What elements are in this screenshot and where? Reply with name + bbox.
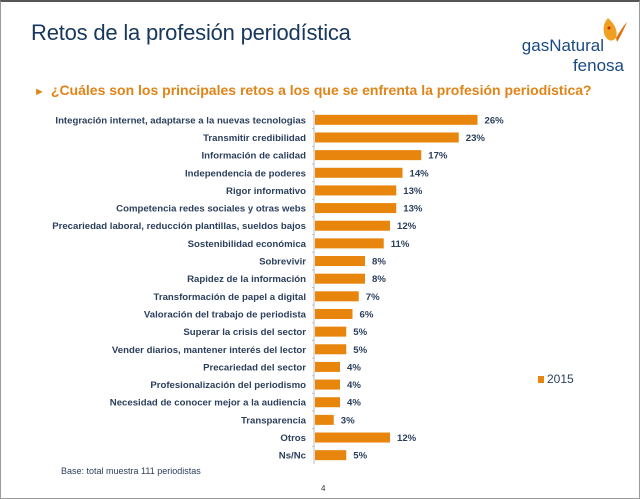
logo-line1: gasNatural xyxy=(521,36,604,55)
category-label: Transmitir credibilidad xyxy=(203,133,306,144)
legend-swatch xyxy=(538,376,544,383)
category-label: Transformación de papel a digital xyxy=(154,292,306,303)
bar xyxy=(315,167,403,178)
legend: 2015 xyxy=(538,372,574,386)
legend-label: 2015 xyxy=(547,372,574,386)
data-label: 7% xyxy=(366,292,380,303)
bar xyxy=(315,132,459,143)
bar xyxy=(315,432,390,443)
data-label: 5% xyxy=(353,451,367,462)
data-label: 12% xyxy=(397,433,417,444)
category-label: Transparencia xyxy=(241,415,307,426)
category-label: Rigor informativo xyxy=(226,186,306,197)
bar xyxy=(315,238,384,249)
bar xyxy=(315,256,365,267)
data-label: 6% xyxy=(360,309,374,320)
bar xyxy=(315,326,347,337)
category-label: Información de calidad xyxy=(202,151,307,162)
bar xyxy=(315,273,365,284)
bar xyxy=(315,379,340,390)
bar xyxy=(315,397,340,408)
triangle-bullet-icon: ► xyxy=(34,86,45,98)
logo: gasNatural fenosa xyxy=(513,16,628,76)
butterfly-icon xyxy=(603,18,627,42)
bar-chart: Integración internet, adaptarse a la nue… xyxy=(52,110,505,464)
category-label: Necesidad de conocer mejor a la audienci… xyxy=(110,398,307,409)
bar xyxy=(315,114,478,125)
bar xyxy=(315,291,359,302)
data-label: 11% xyxy=(391,239,410,250)
bar xyxy=(315,150,422,161)
bar xyxy=(315,203,397,214)
bar xyxy=(315,308,353,319)
data-label: 4% xyxy=(347,398,361,409)
category-label: Integración internet, adaptarse a la nue… xyxy=(55,115,306,126)
bar xyxy=(315,344,347,355)
data-label: 26% xyxy=(485,115,505,126)
category-label: Superar la crisis del sector xyxy=(183,327,306,338)
data-label: 23% xyxy=(466,133,486,144)
category-label: Ns/Nc xyxy=(279,451,307,462)
data-label: 3% xyxy=(341,415,355,426)
data-label: 4% xyxy=(347,380,361,391)
page-title: Retos de la profesión periodística xyxy=(31,20,351,45)
bar xyxy=(315,361,340,372)
category-label: Rapidez de la información xyxy=(187,274,306,285)
page-number: 4 xyxy=(321,484,326,493)
logo-line2: fenosa xyxy=(572,56,624,75)
data-label: 14% xyxy=(410,168,430,179)
footnote: Base: total muestra 111 periodistas xyxy=(61,466,201,476)
category-label: Precariedad del sector xyxy=(203,362,306,373)
category-label: Independencia de poderes xyxy=(185,168,306,179)
chart-subtitle: ► ¿Cuáles son los principales retos a los… xyxy=(34,82,592,98)
subtitle-text: ¿Cuáles son los principales retos a los … xyxy=(50,82,592,98)
category-label: Otros xyxy=(280,433,306,444)
data-label: 13% xyxy=(403,186,423,197)
category-label: Valoración del trabajo de periodista xyxy=(144,309,307,320)
category-label: Vender diarios, mantener interés del lec… xyxy=(112,345,306,356)
category-label: Sostenibilidad económica xyxy=(188,239,307,250)
data-label: 13% xyxy=(403,204,423,215)
category-label: Competencia redes sociales y otras webs xyxy=(116,204,306,215)
bar xyxy=(315,450,347,461)
bar xyxy=(315,414,334,425)
category-label: Precariedad laboral, reducción plantilla… xyxy=(52,221,306,232)
bar xyxy=(315,185,397,196)
data-label: 4% xyxy=(347,362,361,373)
data-label: 17% xyxy=(428,151,448,162)
bar xyxy=(315,220,390,231)
data-label: 12% xyxy=(397,221,417,232)
data-label: 5% xyxy=(353,345,367,356)
category-label: Profesionalización del periodismo xyxy=(150,380,306,391)
category-label: Sobrevivir xyxy=(259,257,306,268)
data-label: 8% xyxy=(372,257,386,268)
data-label: 8% xyxy=(372,274,386,285)
data-label: 5% xyxy=(353,327,367,338)
